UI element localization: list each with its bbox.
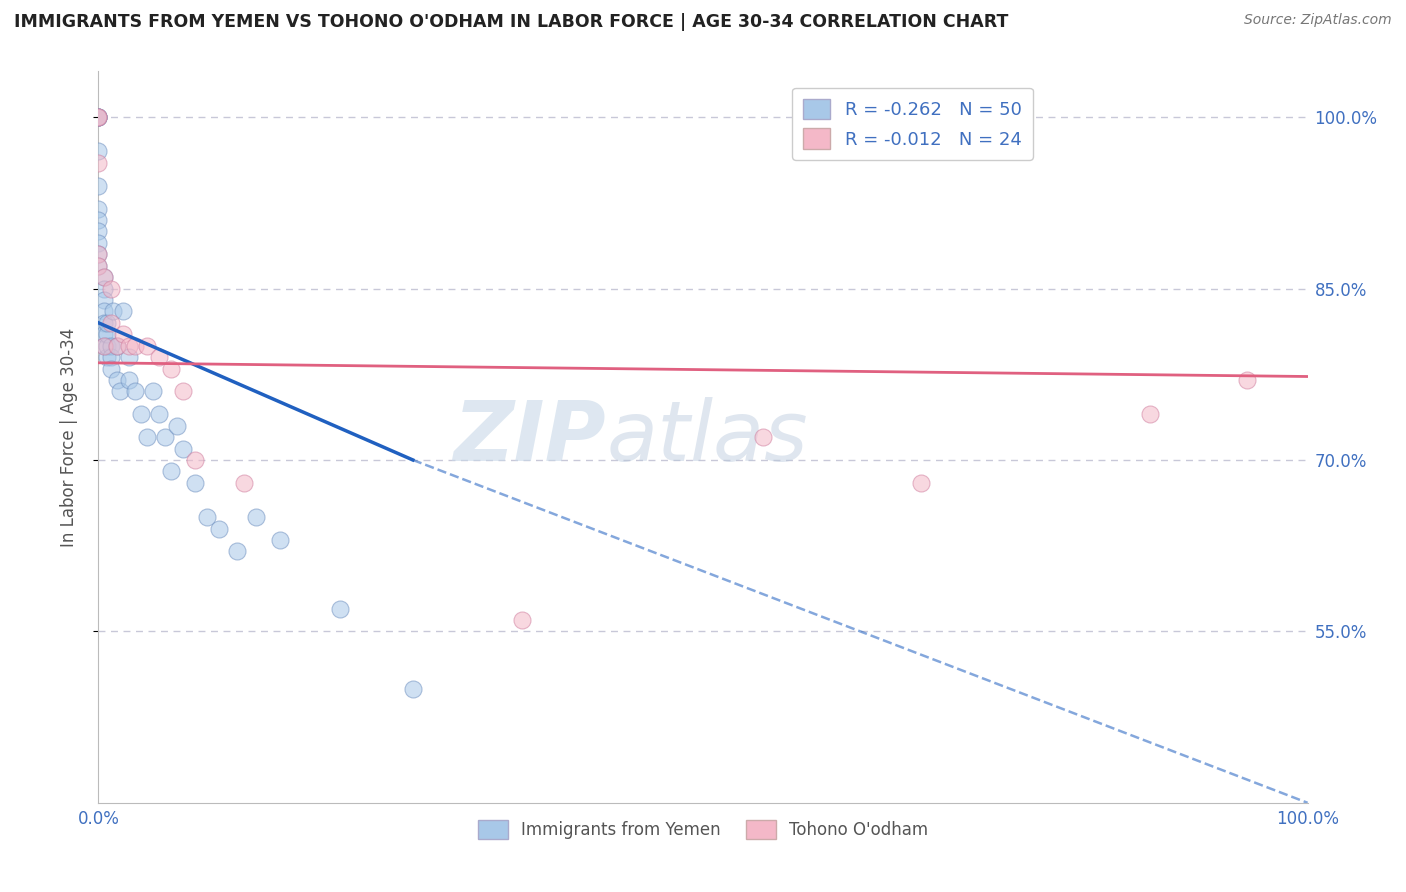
Point [752, 430, 775, 444]
Point [93, 281, 115, 295]
Point [226, 544, 249, 558]
Point [329, 601, 352, 615]
Point [93, 270, 115, 285]
Point [245, 510, 267, 524]
Point [118, 350, 141, 364]
Point [184, 453, 207, 467]
Point [87, 110, 110, 124]
Point [135, 430, 157, 444]
Point [232, 475, 254, 490]
Point [93, 293, 115, 307]
Point [153, 430, 176, 444]
Point [105, 373, 128, 387]
Point [166, 418, 188, 433]
Point [269, 533, 291, 547]
Point [96, 350, 118, 364]
Point [172, 442, 194, 456]
Point [96, 327, 118, 342]
Point [87, 202, 110, 216]
Point [142, 384, 165, 399]
Point [105, 338, 128, 352]
Point [87, 110, 110, 124]
Point [1139, 407, 1161, 421]
Point [96, 316, 118, 330]
Point [87, 145, 110, 159]
Point [100, 338, 122, 352]
Point [148, 350, 170, 364]
Point [87, 213, 110, 227]
Point [87, 235, 110, 250]
Point [160, 361, 183, 376]
Point [96, 338, 118, 352]
Point [172, 384, 194, 399]
Point [87, 247, 110, 261]
Point [118, 373, 141, 387]
Point [160, 464, 183, 478]
Point [87, 247, 110, 261]
Point [184, 475, 207, 490]
Point [108, 384, 131, 399]
Point [101, 304, 124, 318]
Point [93, 327, 115, 342]
Point [87, 178, 110, 193]
Point [93, 270, 115, 285]
Point [87, 156, 110, 170]
Point [124, 338, 146, 352]
Point [87, 110, 110, 124]
Point [208, 521, 231, 535]
Point [100, 281, 122, 295]
Point [124, 384, 146, 399]
Text: ZIP: ZIP [454, 397, 606, 477]
Point [87, 110, 110, 124]
Point [105, 338, 128, 352]
Point [111, 304, 134, 318]
Point [87, 224, 110, 238]
Point [129, 407, 152, 421]
Point [135, 338, 157, 352]
Text: Source: ZipAtlas.com: Source: ZipAtlas.com [1244, 13, 1392, 28]
Y-axis label: In Labor Force | Age 30-34: In Labor Force | Age 30-34 [59, 327, 77, 547]
Point [93, 316, 115, 330]
Point [402, 681, 425, 696]
Point [100, 350, 122, 364]
Point [93, 338, 115, 352]
Point [510, 613, 533, 627]
Point [100, 316, 122, 330]
Legend: Immigrants from Yemen, Tohono O'odham: Immigrants from Yemen, Tohono O'odham [471, 814, 935, 846]
Point [87, 110, 110, 124]
Point [1236, 373, 1258, 387]
Point [118, 338, 141, 352]
Point [195, 510, 218, 524]
Text: atlas: atlas [606, 397, 808, 477]
Point [111, 327, 134, 342]
Point [100, 361, 122, 376]
Point [87, 110, 110, 124]
Text: IMMIGRANTS FROM YEMEN VS TOHONO O'ODHAM IN LABOR FORCE | AGE 30-34 CORRELATION C: IMMIGRANTS FROM YEMEN VS TOHONO O'ODHAM … [14, 13, 1008, 31]
Point [87, 259, 110, 273]
Point [148, 407, 170, 421]
Point [910, 475, 932, 490]
Point [87, 259, 110, 273]
Point [93, 304, 115, 318]
Point [93, 338, 115, 352]
